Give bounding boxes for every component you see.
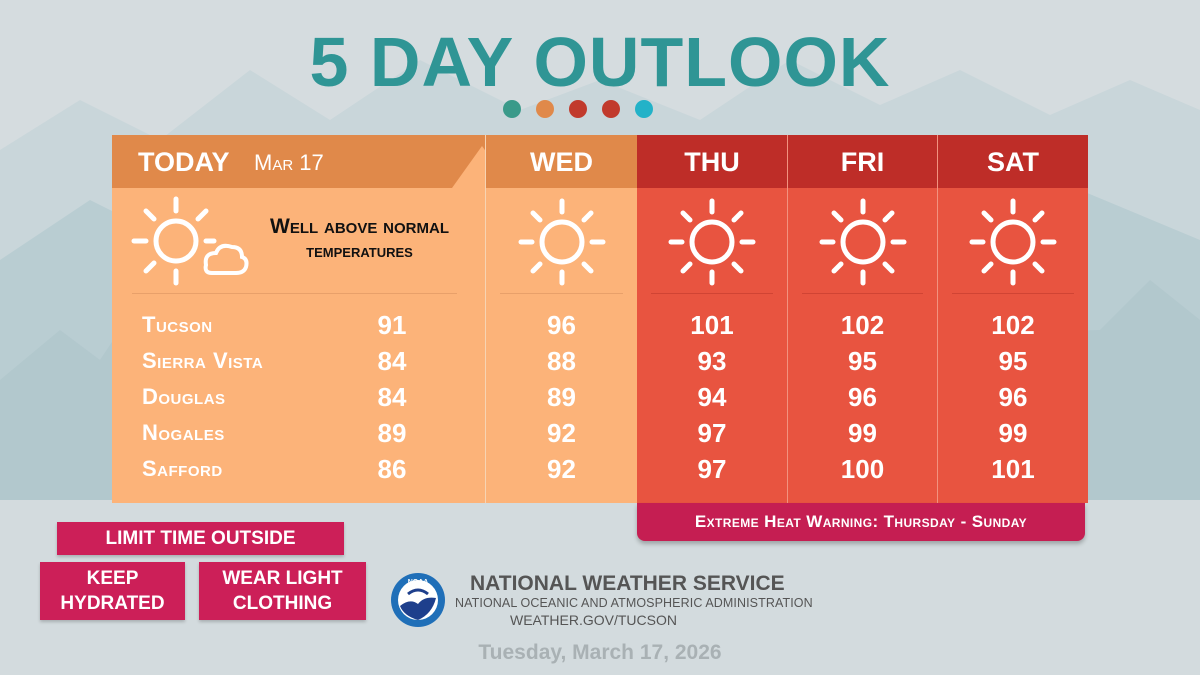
thu-label: THU (684, 147, 740, 177)
noaa-logo: NOAA (391, 573, 445, 627)
temp-thu-sierra-vista: 93 (697, 346, 727, 376)
color-dot (503, 100, 521, 118)
city-tucson: Tucson (142, 312, 213, 337)
fri-header: FRI (788, 135, 937, 188)
temp-sat-safford: 101 (991, 454, 1035, 484)
sat-column: SAT 102 95 96 99 101 (938, 135, 1088, 503)
fri-temps: 102 95 96 99 100 (788, 307, 937, 487)
temp-wed-safford: 92 (547, 454, 576, 484)
today-note-line2: temperatures (306, 241, 413, 261)
today-note: Well above normal temperatures (252, 215, 467, 262)
tip-keep-hydrated: KEEP HYDRATED (40, 562, 185, 620)
sun-icon (518, 198, 605, 286)
noaa-logo-text: NOAA (408, 579, 429, 586)
color-dot (635, 100, 653, 118)
sat-temps: 102 95 96 99 101 (938, 307, 1088, 487)
temp-wed-nogales: 92 (547, 418, 576, 448)
tip-wear-light-clothing: WEAR LIGHT CLOTHING (199, 562, 366, 620)
thu-temps: 101 93 94 97 97 (637, 307, 787, 487)
issue-date: Tuesday, March 17, 2026 (478, 641, 722, 664)
temp-thu-douglas: 94 (697, 382, 727, 412)
thu-header: THU (637, 135, 787, 188)
color-dot (602, 100, 620, 118)
tip-keep-hydrated-line1: KEEP (86, 568, 139, 589)
sun-icon (668, 198, 756, 286)
city-sierra-vista: Sierra Vista (142, 348, 264, 373)
tip-keep-hydrated-line2: HYDRATED (60, 593, 165, 614)
temp-thu-nogales: 97 (697, 418, 727, 448)
temp-sat-sierra-vista: 95 (998, 346, 1028, 376)
temp-sat-nogales: 99 (998, 418, 1028, 448)
color-dot (536, 100, 554, 118)
temp-fri-nogales: 99 (848, 418, 877, 448)
temp-today-sierra-vista: 84 (377, 346, 407, 376)
wed-column: WED 96 88 89 92 92 (486, 135, 637, 503)
agency-subtitle: NATIONAL OCEANIC AND ATMOSPHERIC ADMINIS… (455, 596, 813, 610)
temp-sat-douglas: 96 (998, 382, 1028, 412)
sun-icon (819, 198, 906, 286)
temp-fri-sierra-vista: 95 (848, 346, 877, 376)
city-safford: Safford (142, 456, 223, 481)
today-label: TODAY (138, 147, 230, 177)
heat-warning-banner: Extreme Heat Warning: Thursday - Sunday (637, 503, 1085, 541)
fri-label: FRI (840, 147, 885, 177)
wed-divider (500, 293, 623, 294)
agency-name: NATIONAL WEATHER SERVICE (470, 572, 785, 595)
column-separator (787, 135, 788, 503)
temp-fri-safford: 100 (840, 454, 885, 484)
today-date: Mar 17 (254, 150, 324, 175)
temp-wed-tucson: 96 (547, 310, 576, 340)
today-divider (132, 293, 457, 294)
temp-today-nogales: 89 (377, 418, 407, 448)
temp-today-safford: 86 (377, 454, 407, 484)
wed-header: WED (486, 135, 637, 188)
temp-today-tucson: 91 (377, 310, 407, 340)
tip-limit-time: LIMIT TIME OUTSIDE (57, 522, 344, 555)
fri-column: FRI 102 95 96 99 100 (788, 135, 937, 503)
city-list: Tucson Sierra Vista Douglas Nogales Saff… (142, 307, 342, 487)
column-separator (937, 135, 938, 503)
temp-wed-douglas: 89 (547, 382, 576, 412)
tip-limit-time-label: LIMIT TIME OUTSIDE (105, 528, 296, 549)
today-column: TODAY Mar 17 Well above normal temperatu… (112, 135, 512, 503)
sat-divider (952, 293, 1074, 294)
page-title: 5 DAY OUTLOOK (309, 23, 891, 101)
fri-divider (802, 293, 923, 294)
color-dots (503, 100, 653, 118)
city-nogales: Nogales (142, 420, 225, 445)
today-temps: 91 84 84 89 86 (357, 307, 427, 487)
column-separator (485, 135, 486, 503)
temp-fri-douglas: 96 (848, 382, 877, 412)
tip-wear-light-clothing-line2: CLOTHING (232, 593, 333, 614)
sun-icon (969, 198, 1057, 286)
temp-today-douglas: 84 (377, 382, 407, 412)
color-dot (569, 100, 587, 118)
thu-divider (651, 293, 773, 294)
wed-label: WED (530, 147, 593, 177)
tip-wear-light-clothing-line1: WEAR LIGHT (222, 568, 343, 589)
thu-column: THU 101 93 94 97 97 (637, 135, 787, 503)
temp-wed-sierra-vista: 88 (547, 346, 576, 376)
temp-fri-tucson: 102 (840, 310, 885, 340)
temp-thu-tucson: 101 (690, 310, 734, 340)
today-header: TODAY Mar 17 (112, 135, 512, 188)
temp-thu-safford: 97 (697, 454, 727, 484)
sat-header: SAT (938, 135, 1088, 188)
wed-temps: 96 88 89 92 92 (486, 307, 637, 487)
temp-sat-tucson: 102 (991, 310, 1035, 340)
sun-with-cloud-icon (131, 196, 249, 286)
sat-label: SAT (987, 147, 1039, 177)
today-note-line1: Well above normal (270, 215, 449, 238)
city-douglas: Douglas (142, 384, 226, 409)
agency-url[interactable]: WEATHER.GOV/TUCSON (510, 612, 677, 628)
